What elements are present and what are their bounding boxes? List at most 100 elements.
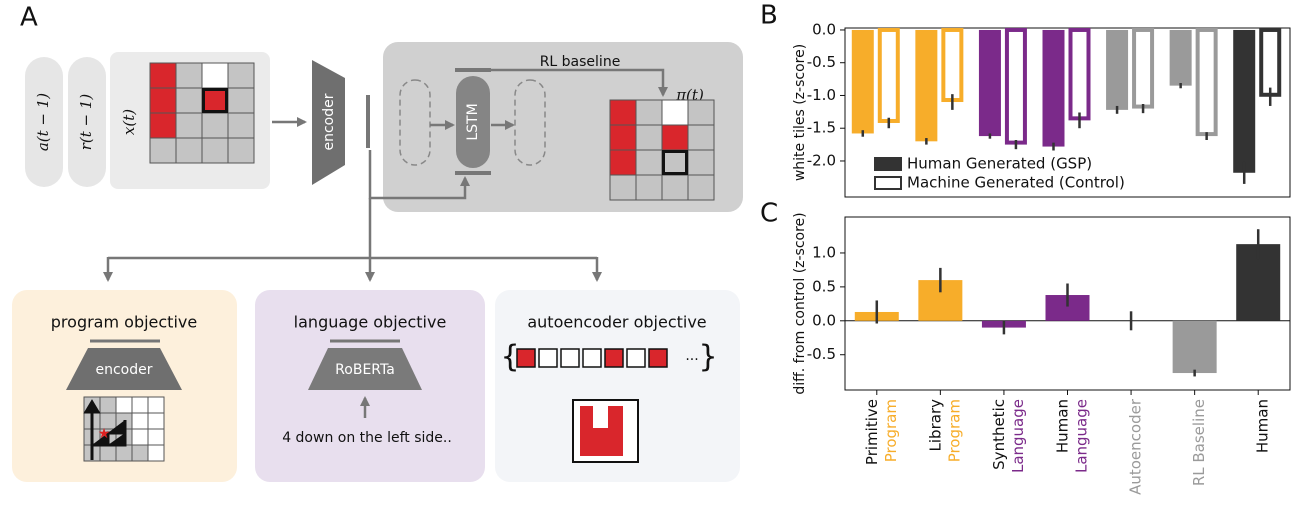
tile: [635, 149, 663, 176]
tile: [648, 348, 668, 368]
panel-letter: C: [760, 199, 778, 229]
tile: [201, 137, 229, 164]
start-marker: ★: [98, 426, 111, 442]
tile: [538, 348, 558, 368]
tile: [131, 412, 149, 430]
objective-title: autoencoder objective: [527, 313, 706, 332]
tile: [227, 112, 255, 139]
tile: [147, 396, 165, 414]
y-tick-label: -1.0: [807, 86, 836, 104]
bar: [1132, 27, 1155, 109]
bar: [1233, 29, 1256, 173]
tile: [635, 99, 663, 126]
tile: [635, 174, 663, 201]
module-shape: [66, 348, 182, 390]
bar: [941, 27, 964, 103]
tile: [626, 348, 646, 368]
bar: [1259, 27, 1282, 97]
tile: [131, 444, 149, 462]
x-tick-label: Synthetic: [990, 399, 1008, 470]
bar: [1004, 27, 1027, 145]
tile: [609, 149, 637, 176]
bar: [1106, 29, 1129, 110]
tile: [609, 124, 637, 151]
x-tick-label: Program: [882, 399, 900, 462]
rl-title: RL baseline: [540, 54, 621, 70]
tile: [227, 62, 255, 89]
lstm: [456, 76, 490, 168]
y-tick-label: 0.5: [812, 277, 836, 295]
tile: [99, 396, 117, 414]
bar: [877, 27, 900, 123]
legend-label: Machine Generated (Control): [907, 174, 1125, 192]
bar: [1042, 29, 1065, 147]
tile: [687, 149, 715, 176]
module-label: encoder: [95, 362, 152, 378]
tile: [99, 444, 117, 462]
tile: [175, 87, 203, 114]
tile: [609, 174, 637, 201]
lstm-label: LSTM: [465, 103, 481, 140]
state-pill: [514, 79, 546, 166]
panel-letter: A: [20, 3, 38, 33]
tile: [661, 174, 689, 201]
y-tick-label: -2.0: [807, 151, 836, 169]
bar: [1068, 27, 1091, 121]
x-tick-label: Language: [1009, 399, 1027, 473]
objective-box: [495, 290, 740, 482]
tile: [609, 99, 637, 126]
language-text: 4 down on the left side..: [282, 430, 452, 446]
encoder-shape: [312, 60, 345, 185]
y-tick-label: -0.5: [807, 345, 836, 363]
bar: [851, 29, 874, 134]
tile: [661, 149, 689, 176]
legend-label: Human Generated (GSP): [907, 155, 1092, 173]
tile: [175, 112, 203, 139]
y-axis-label: diff. from control (z-score): [792, 212, 808, 394]
x-tick-label: Autoencoder: [1127, 398, 1145, 495]
tile: [175, 137, 203, 164]
bar: [1172, 320, 1217, 374]
plot-frame: [844, 27, 1291, 198]
tile: [201, 87, 229, 114]
arrow: [368, 150, 470, 200]
y-tick-label: 0.0: [812, 311, 836, 329]
tile: [687, 174, 715, 201]
module-label: RoBERTa: [335, 362, 395, 378]
tile: [131, 396, 149, 414]
ellipsis: ···: [685, 352, 698, 368]
tile: [604, 348, 624, 368]
tile-sequence: [516, 348, 668, 368]
legend-swatch: [874, 157, 902, 171]
x-tick-label: Human: [1054, 399, 1072, 453]
tile: [175, 62, 203, 89]
panel-letter: B: [760, 1, 778, 31]
bar: [1195, 27, 1218, 137]
input-pill: [25, 57, 63, 187]
tile: [582, 348, 602, 368]
input-label: a(t − 1): [34, 93, 52, 151]
arrow: [491, 68, 668, 97]
tile: [147, 428, 165, 446]
module-shape: [308, 348, 422, 390]
state-pill: [399, 79, 431, 166]
tile: [147, 444, 165, 462]
panel-a: A a(t − 1) r(t − 1) x(t) encoder RL base…: [12, 3, 743, 482]
input-label: x(t): [120, 109, 138, 135]
encoder-label: encoder: [321, 93, 337, 150]
reconstruction-hole: [593, 406, 608, 428]
bar: [1169, 29, 1192, 86]
x-tick-label: Language: [1073, 399, 1091, 473]
tile: [560, 348, 580, 368]
tile: [149, 87, 177, 114]
tile: [227, 87, 255, 114]
selected-tile: [202, 88, 228, 113]
brace: }: [698, 340, 717, 375]
x-tick-label: RL Baseline: [1190, 399, 1208, 486]
tile: [131, 428, 149, 446]
tile: [115, 444, 133, 462]
tile: [149, 112, 177, 139]
objective-title: language objective: [294, 313, 447, 332]
objective-title: program objective: [51, 313, 197, 332]
